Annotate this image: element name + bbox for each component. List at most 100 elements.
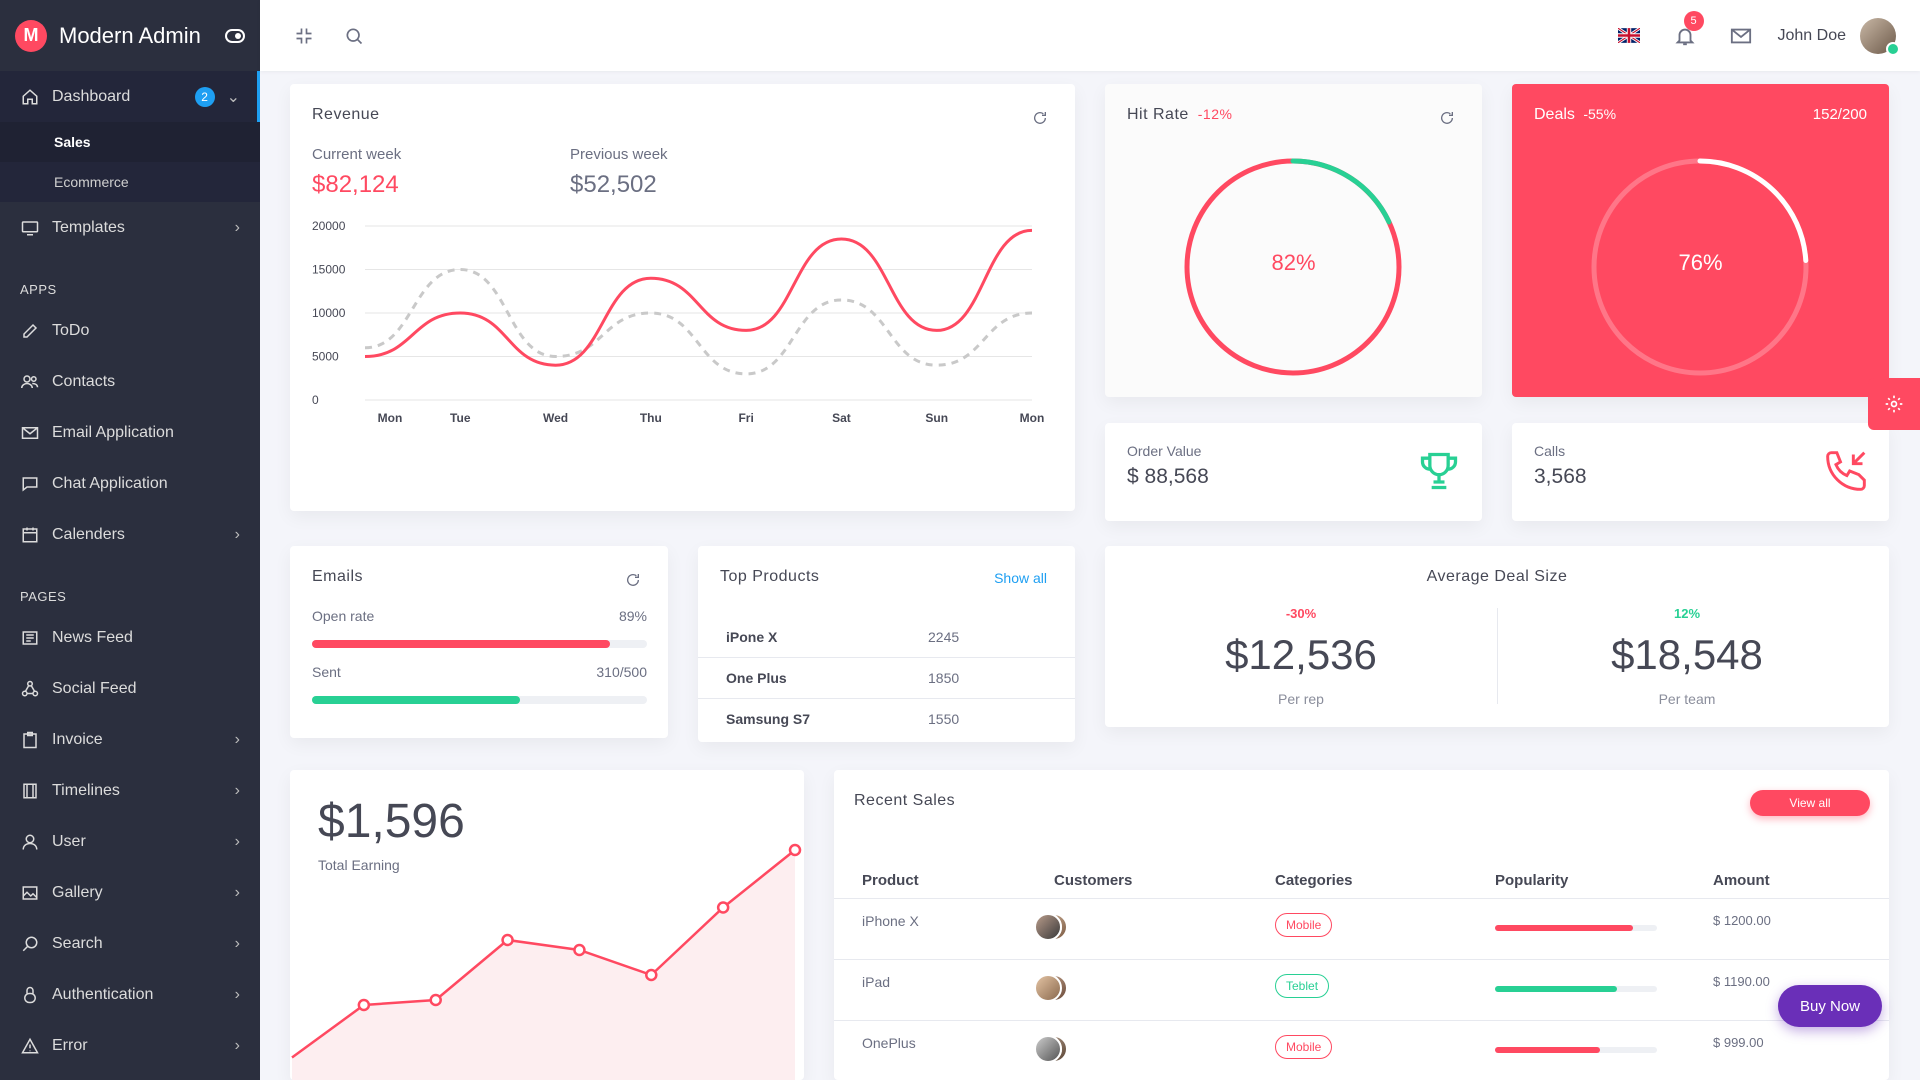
y-tick-label: 0	[312, 393, 319, 407]
emails-card: Emails Open rate 89% Sent 310/500	[290, 546, 668, 738]
apps-heading: APPS	[20, 282, 57, 297]
uk-flag-icon[interactable]	[1617, 28, 1640, 43]
sidebar-item-label: User	[52, 832, 86, 850]
row-amount: $ 1200.00	[1713, 913, 1771, 928]
popularity-bar	[1495, 1047, 1657, 1053]
sidebar-item-search[interactable]: Search ›	[0, 918, 260, 969]
messages-button[interactable]	[1730, 25, 1752, 47]
chevron-right-icon: ›	[234, 525, 240, 543]
top-products-list: iPone X 2245 One Plus 1850 Samsung S7 15…	[698, 616, 1075, 739]
user-name[interactable]: John Doe	[1777, 26, 1847, 44]
mail-icon	[20, 423, 40, 443]
dashboard-badge: 2	[194, 86, 215, 107]
popularity-bar	[1495, 986, 1657, 992]
x-tick-label: Sun	[925, 411, 948, 425]
per-team-label: Per team	[1658, 691, 1716, 707]
category-badge: Teblet	[1275, 974, 1330, 998]
share-icon	[20, 679, 40, 699]
product-value: 2245	[928, 628, 960, 645]
sidebar-item-invoice[interactable]: Invoice ›	[0, 714, 260, 765]
sent-value: 310/500	[596, 664, 647, 680]
sidebar-item-email[interactable]: Email Application	[0, 407, 260, 458]
popularity-bar	[1495, 925, 1657, 931]
open-rate-row: Open rate 89%	[312, 608, 647, 624]
brand[interactable]: M Modern Admin	[0, 0, 260, 71]
list-item[interactable]: One Plus 1850	[698, 657, 1075, 698]
sidebar-subitem-sales[interactable]: Sales	[0, 122, 260, 162]
bell-icon	[1674, 28, 1695, 45]
sidebar-item-calenders[interactable]: Calenders ›	[0, 509, 260, 560]
search-icon[interactable]	[342, 24, 366, 48]
customizer-toggle[interactable]	[1868, 378, 1920, 430]
avatar	[1034, 913, 1062, 941]
sidebar-item-timelines[interactable]: Timelines ›	[0, 765, 260, 816]
popularity-fill	[1495, 986, 1617, 992]
calls-label: Calls	[1534, 443, 1566, 459]
chevron-right-icon: ›	[234, 832, 240, 850]
table-row[interactable]: OnePlus Mobile $ 999.00	[834, 1020, 1889, 1080]
sidebar-item-contacts[interactable]: Contacts	[0, 356, 260, 407]
clipboard-icon	[20, 730, 40, 750]
refresh-icon[interactable]	[1439, 110, 1455, 126]
table-row[interactable]: iPhone X Mobile $ 1200.00	[834, 898, 1889, 959]
sidebar-item-chat[interactable]: Chat Application	[0, 458, 260, 509]
x-tick-label: Thu	[640, 411, 662, 425]
recent-sales-title: Recent Sales	[854, 792, 956, 809]
chevron-right-icon: ›	[234, 1036, 240, 1054]
refresh-icon[interactable]	[1032, 110, 1048, 126]
avatar[interactable]	[1860, 17, 1900, 56]
deals-title: Deals -55%	[1534, 106, 1616, 124]
brand-name: Modern Admin	[59, 22, 201, 48]
list-item[interactable]: iPone X 2245	[698, 616, 1075, 657]
phone-incoming-icon	[1826, 451, 1866, 491]
col-amount: Amount	[1713, 872, 1770, 889]
chevron-right-icon: ›	[234, 730, 240, 748]
sidebar-item-dashboard[interactable]: Dashboard 2 ⌄	[0, 71, 260, 122]
product-value: 1850	[928, 670, 960, 686]
per-team: 12% $18,548 Per team	[1497, 606, 1877, 707]
view-all-button[interactable]: View all	[1750, 790, 1870, 816]
chevron-right-icon: ›	[234, 883, 240, 901]
sidebar-subitem-ecommerce[interactable]: Ecommerce	[0, 162, 260, 202]
sidebar-toggle-icon[interactable]	[225, 28, 245, 43]
fullscreen-icon[interactable]	[292, 24, 316, 48]
sidebar-item-user[interactable]: User ›	[0, 816, 260, 867]
calendar-icon	[20, 525, 40, 545]
buy-now-button[interactable]: Buy Now	[1778, 985, 1882, 1027]
earning-point	[716, 901, 730, 914]
sidebar-item-todo[interactable]: ToDo	[0, 305, 260, 356]
earning-line	[291, 849, 796, 1059]
search-icon	[20, 934, 40, 954]
sidebar-item-authentication[interactable]: Authentication ›	[0, 969, 260, 1020]
list-item[interactable]: Samsung S7 1550	[698, 698, 1075, 739]
header-right: 5 John Doe	[1617, 0, 1920, 71]
avatar	[1034, 1035, 1062, 1063]
revenue-title: Revenue	[312, 106, 380, 123]
per-team-value: $18,548	[1611, 631, 1763, 678]
user-icon	[20, 832, 40, 852]
chevron-right-icon: ›	[234, 781, 240, 799]
sidebar-item-label: ToDo	[52, 321, 90, 339]
table-row[interactable]: iPad Teblet $ 1190.00	[834, 959, 1889, 1020]
sidebar-item-gallery[interactable]: Gallery ›	[0, 867, 260, 918]
sidebar-item-templates[interactable]: Templates ›	[0, 202, 260, 253]
sent-label: Sent	[312, 664, 341, 680]
top-products-title: Top Products	[720, 568, 820, 585]
sent-fill	[312, 696, 520, 704]
hit-rate-delta: -12%	[1197, 106, 1233, 122]
order-value: Order Value $ 88,568	[1127, 443, 1209, 489]
calls: Calls 3,568	[1534, 443, 1587, 489]
sidebar-item-error[interactable]: Error ›	[0, 1020, 260, 1071]
sidebar-item-news-feed[interactable]: News Feed	[0, 612, 260, 663]
sidebar-item-label: Gallery	[52, 883, 103, 901]
notifications-button[interactable]: 5	[1674, 10, 1704, 47]
row-product: OnePlus	[862, 1035, 916, 1051]
x-tick-label: Mon	[378, 411, 403, 425]
product-name: One Plus	[726, 670, 787, 686]
col-popularity: Popularity	[1495, 872, 1569, 889]
col-product: Product	[862, 872, 919, 889]
hit-rate-label: Hit Rate	[1127, 106, 1189, 123]
sidebar-item-social-feed[interactable]: Social Feed	[0, 663, 260, 714]
show-all-link[interactable]: Show all	[994, 570, 1047, 586]
refresh-icon[interactable]	[625, 572, 641, 588]
